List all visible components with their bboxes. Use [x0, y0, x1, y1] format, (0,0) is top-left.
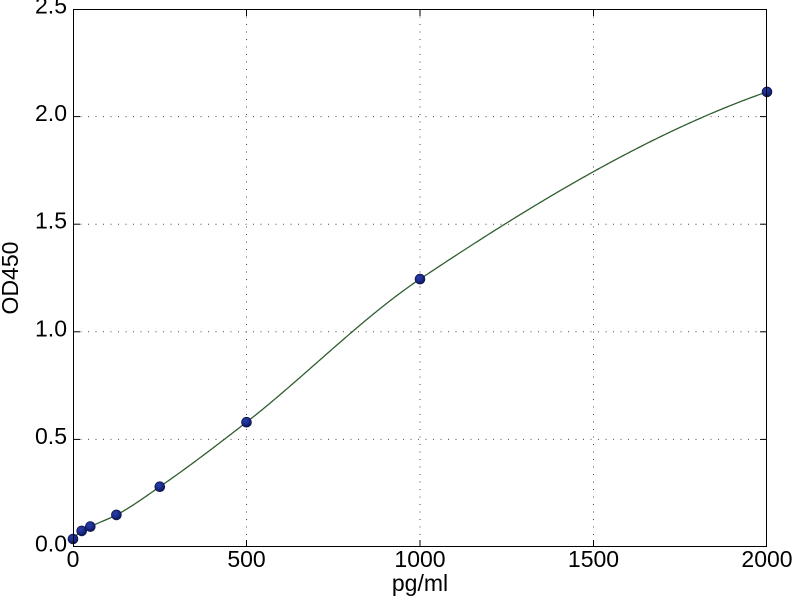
svg-text:0: 0	[67, 546, 80, 572]
svg-text:0.0: 0.0	[35, 531, 67, 557]
svg-text:1.5: 1.5	[35, 208, 67, 234]
svg-text:2.0: 2.0	[35, 100, 67, 126]
svg-text:1.0: 1.0	[35, 315, 67, 341]
svg-text:1500: 1500	[568, 546, 619, 572]
svg-text:1000: 1000	[394, 546, 445, 572]
svg-text:0.5: 0.5	[35, 423, 67, 449]
svg-text:pg/ml: pg/ml	[392, 570, 448, 596]
svg-text:OD450: OD450	[0, 242, 23, 315]
svg-text:2000: 2000	[741, 546, 792, 572]
svg-text:500: 500	[227, 546, 265, 572]
svg-text:2.5: 2.5	[35, 0, 67, 19]
